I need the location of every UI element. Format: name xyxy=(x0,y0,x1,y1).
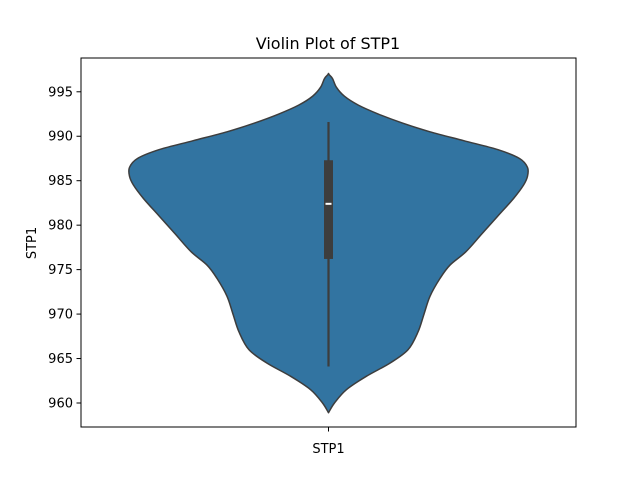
chart-title: Violin Plot of STP1 xyxy=(256,34,400,53)
iqr-box xyxy=(324,160,333,259)
y-tick-label: 985 xyxy=(48,174,73,189)
y-tick-label: 960 xyxy=(48,396,73,411)
x-tick-label: STP1 xyxy=(312,442,344,457)
y-tick-label: 965 xyxy=(48,352,73,367)
y-axis-label: STP1 xyxy=(25,227,40,259)
y-tick-label: 975 xyxy=(48,263,73,278)
y-tick-label: 980 xyxy=(48,219,73,234)
y-tick-label: 970 xyxy=(48,308,73,323)
y-tick-label: 990 xyxy=(48,130,73,145)
y-tick-label: 995 xyxy=(48,85,73,100)
plot-area: 960 965 970 975 980 985 990 995 STP1 xyxy=(48,57,577,457)
